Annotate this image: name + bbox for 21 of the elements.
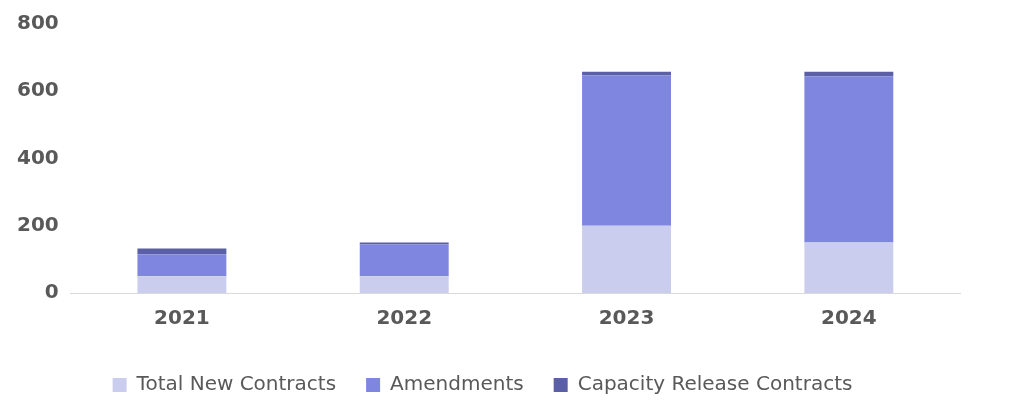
bar bbox=[804, 242, 894, 293]
y-tick-label: 0 bbox=[44, 279, 59, 304]
bar bbox=[137, 276, 227, 293]
x-tick-label: 2024 bbox=[821, 305, 877, 330]
bar bbox=[804, 76, 894, 243]
x-tick-label: 2021 bbox=[154, 305, 210, 330]
legend-label: Capacity Release Contracts bbox=[577, 371, 853, 396]
bar bbox=[582, 75, 671, 226]
x-tick-label: 2023 bbox=[598, 305, 655, 330]
x-tick-label: 2022 bbox=[376, 305, 433, 330]
y-tick-label: 800 bbox=[17, 10, 59, 35]
legend-label: Amendments bbox=[390, 371, 524, 396]
bar bbox=[359, 276, 449, 293]
bar bbox=[359, 244, 449, 277]
y-tick-label: 200 bbox=[17, 211, 59, 236]
bar bbox=[582, 225, 671, 293]
legend-label: Total New Contracts bbox=[135, 371, 337, 396]
bar bbox=[137, 254, 227, 277]
bar bbox=[359, 242, 449, 245]
y-tick-label: 400 bbox=[17, 144, 59, 169]
y-tick-label: 600 bbox=[17, 77, 59, 102]
